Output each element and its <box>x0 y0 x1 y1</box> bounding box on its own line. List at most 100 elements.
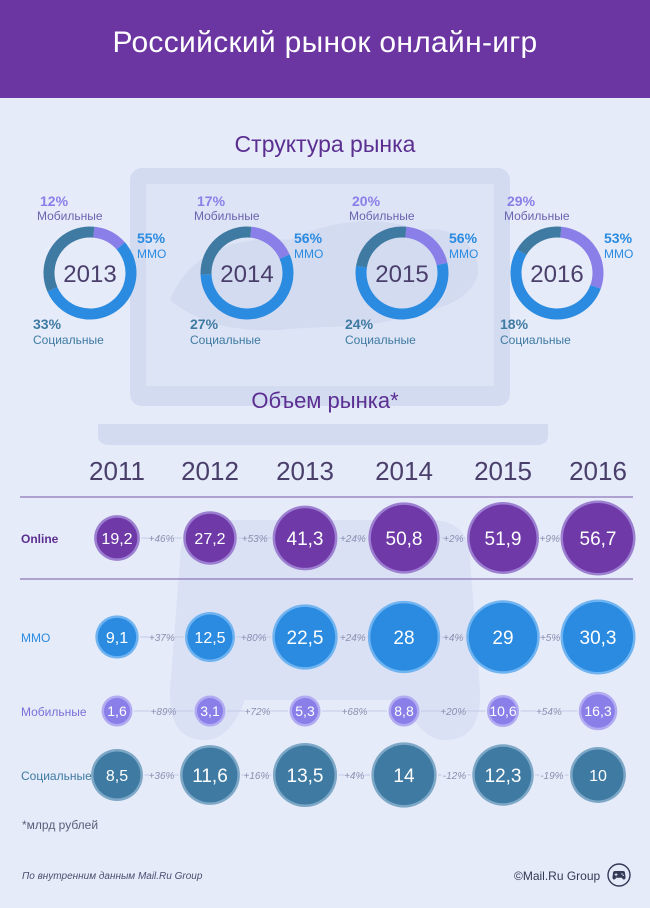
growth-label: +89% <box>151 707 177 718</box>
bubble-social-2012 <box>182 747 238 803</box>
bubble-value-label: 29 <box>492 628 513 649</box>
mobile-name-label: Мобильные <box>37 209 103 223</box>
row-social: Социальные 8,5 11,6 13,5 14 12,3 10 +36% +16% +4%… <box>21 742 626 808</box>
bubble-value-label: 16,3 <box>584 703 611 719</box>
social-percent-label: 24% <box>345 316 374 332</box>
bubble-mobile-2014 <box>391 698 417 724</box>
bubble-social-2015 <box>474 746 532 804</box>
mmo-name-label: ММО <box>137 247 166 261</box>
gamepad-icon <box>607 863 631 887</box>
row-label-online: Online <box>21 532 59 546</box>
bubble-online-2013 <box>275 508 335 568</box>
bubble-mobile-2012 <box>197 698 223 724</box>
growth-label: +80% <box>241 633 267 644</box>
growth-label: +36% <box>149 771 175 782</box>
bubble-social-2016 <box>572 749 624 801</box>
growth-label: +24% <box>340 633 366 644</box>
row-label-mobile: Мобильные <box>21 705 87 719</box>
bubble-mmo-2015 <box>468 602 538 672</box>
mmo-name-label: ММО <box>604 247 633 261</box>
growth-label: +24% <box>340 534 366 545</box>
donut-2013: 2013 12%Мобильные 55%ММО 33%Социальные <box>33 193 166 347</box>
bubble-mmo-2011 <box>97 617 137 657</box>
growth-label: +2% <box>443 534 463 545</box>
donut-slice-2015-mobile <box>405 226 448 266</box>
bubble-value-label: 8,5 <box>106 768 128 785</box>
donut-slice-2015-social <box>356 226 407 268</box>
bubble-value-label: 11,6 <box>192 766 228 787</box>
donut-2014: 2014 17%Мобильные 56%ММО 27%Социальные <box>190 193 323 347</box>
growth-label: +53% <box>242 534 268 545</box>
bubble-social-2011 <box>93 751 141 799</box>
mmo-percent-label: 55% <box>137 230 166 246</box>
bubble-mobile-2011 <box>104 698 130 724</box>
bubble-online-2014 <box>370 504 438 572</box>
growth-label: +68% <box>342 707 368 718</box>
row-label-mmo: ММО <box>21 631 50 645</box>
mobile-name-label: Мобильные <box>504 209 570 223</box>
mmo-name-label: ММО <box>449 247 478 261</box>
year-headers: 2011 2012 2013 2014 2015 2016 <box>89 456 627 486</box>
bubble-mmo-2013 <box>274 606 336 668</box>
bubble-value-label: 1,6 <box>107 703 127 719</box>
mobile-percent-label: 12% <box>40 193 69 209</box>
row-label-social: Социальные <box>21 769 92 783</box>
bubble-value-label: 8,8 <box>394 703 414 719</box>
growth-label: +16% <box>243 771 269 782</box>
donut-year-label: 2013 <box>63 261 116 288</box>
bubble-value-label: 3,1 <box>200 703 220 719</box>
donut-slice-2016-social <box>516 226 562 256</box>
mobile-name-label: Мобильные <box>194 209 260 223</box>
bubble-social-2014 <box>373 744 435 806</box>
year-header-2013: 2013 <box>276 456 334 486</box>
mmo-percent-label: 53% <box>604 230 633 246</box>
brand-label: ©Mail.Ru Group <box>514 869 601 883</box>
year-header-2016: 2016 <box>569 456 627 486</box>
growth-label: +37% <box>149 633 175 644</box>
bubble-mmo-2016 <box>563 602 633 672</box>
bubble-value-label: 5,3 <box>295 703 315 719</box>
donut-year-label: 2015 <box>375 261 428 288</box>
social-name-label: Социальные <box>33 333 104 347</box>
bubble-value-label: 41,3 <box>287 529 324 550</box>
growth-label: +46% <box>149 534 175 545</box>
bubble-value-label: 27,2 <box>194 531 225 548</box>
social-percent-label: 18% <box>500 316 529 332</box>
bubble-value-label: 28 <box>393 628 414 649</box>
social-percent-label: 33% <box>33 316 62 332</box>
page-title: Российский рынок онлайн-игр <box>112 26 538 59</box>
donut-slice-2013-social <box>43 226 95 292</box>
donut-slice-2015-mmo <box>355 262 449 320</box>
bubble-value-label: 22,5 <box>287 628 324 649</box>
donut-slice-2014-social <box>200 226 252 275</box>
donut-slice-2016-mmo <box>510 249 601 320</box>
social-percent-label: 27% <box>190 316 219 332</box>
bubble-value-label: 12,5 <box>194 630 225 647</box>
mobile-percent-label: 29% <box>507 193 536 209</box>
mobile-percent-label: 17% <box>197 193 226 209</box>
bubble-online-2015 <box>469 504 537 572</box>
bubble-value-label: 50,8 <box>386 529 423 550</box>
bubble-value-label: 10 <box>589 768 607 785</box>
row-online: Online 19,2 27,2 41,3 50,8 51,9 56,7 +46% +53% +2… <box>21 500 636 576</box>
source-note: По внутренним данным Mail.Ru Group <box>22 871 203 882</box>
bubble-mobile-2013 <box>292 698 318 724</box>
growth-label: -19% <box>540 771 563 782</box>
growth-label: -12% <box>443 771 466 782</box>
bubble-social-2013 <box>275 745 335 805</box>
russia-map-shape <box>170 221 479 331</box>
bubble-value-label: 51,9 <box>485 529 522 550</box>
donut-slice-2013-mmo <box>47 242 137 320</box>
growth-label: +20% <box>440 707 466 718</box>
growth-label: +5% <box>540 633 560 644</box>
social-name-label: Социальные <box>500 333 571 347</box>
growth-label: +54% <box>536 707 562 718</box>
donut-year-label: 2014 <box>220 261 273 288</box>
laptop-base <box>98 424 548 445</box>
bubble-mobile-2016 <box>581 694 615 728</box>
growth-label: +4% <box>344 771 364 782</box>
growth-label: +4% <box>443 633 463 644</box>
bubble-value-label: 13,5 <box>287 766 324 787</box>
donut-year-label: 2016 <box>530 261 583 288</box>
row-mmo: ММО 9,1 12,5 22,5 28 29 30,3 +37% +80% +24% +4% +5% <box>21 599 636 675</box>
